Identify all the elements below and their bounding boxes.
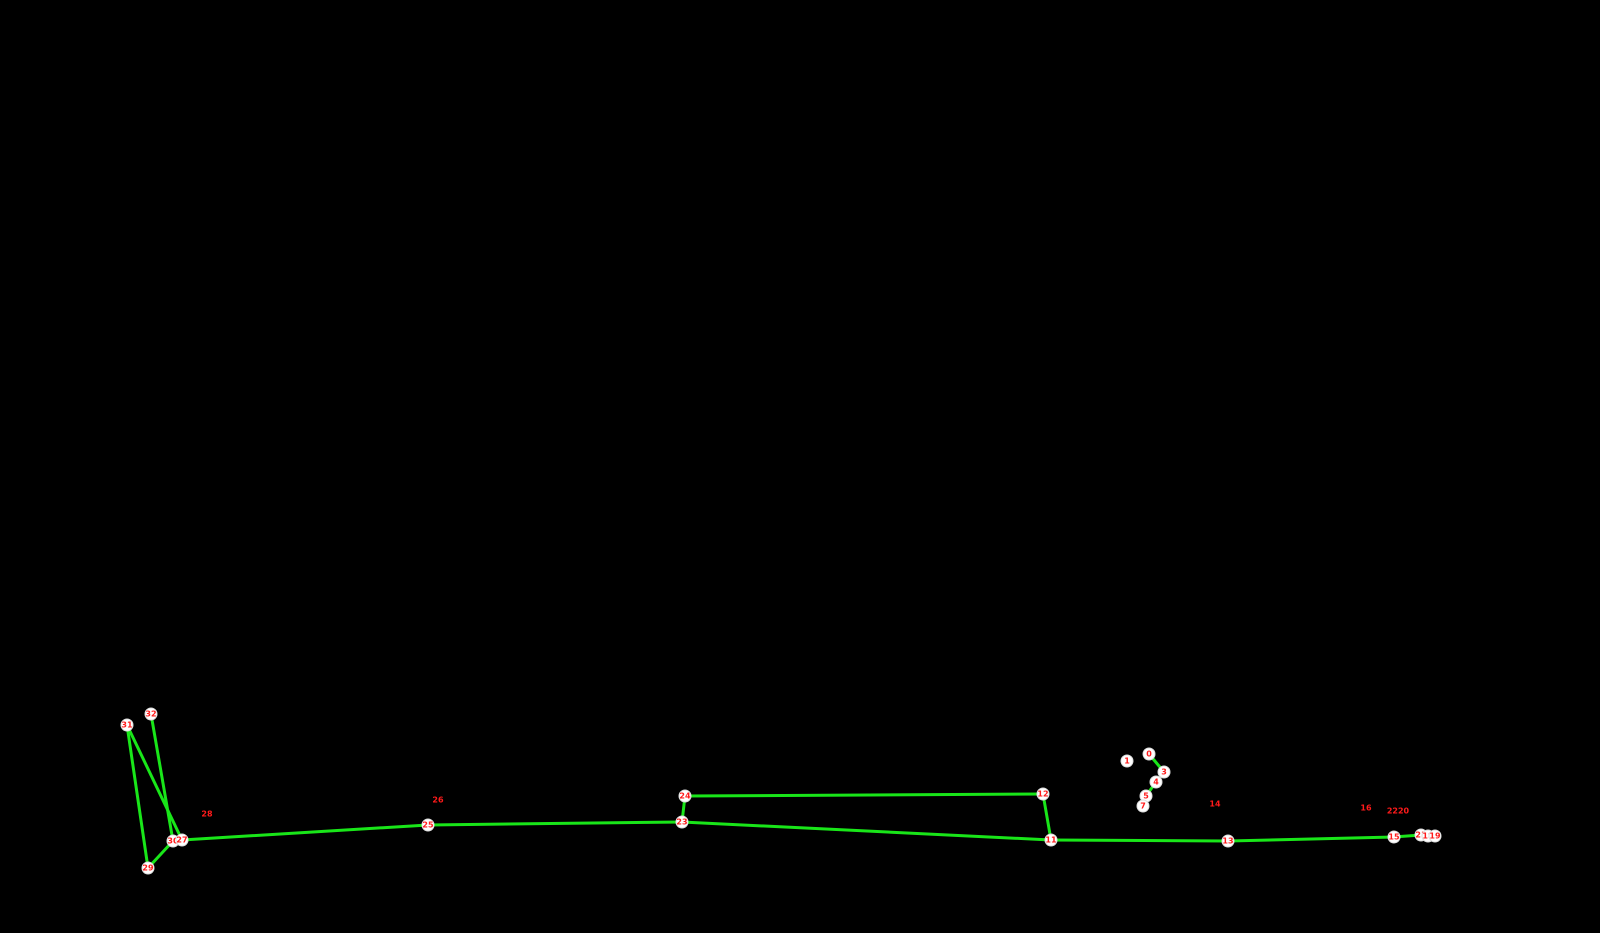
free-label-28: 28 (201, 810, 213, 819)
graph-node-23: 23 (675, 815, 689, 829)
node-marker (1136, 799, 1150, 813)
node-label: 24 (679, 792, 691, 801)
node-label: 32 (145, 710, 156, 719)
free-label-layer: 28 26 14 16 2220 (201, 796, 1409, 819)
edge-n31-n29 (125, 723, 150, 870)
node-label: 25 (422, 821, 434, 830)
graph-node-0: 0 (1142, 747, 1156, 761)
node-marker (1036, 787, 1050, 801)
node-marker (421, 818, 435, 832)
free-label-2220: 2220 (1387, 807, 1410, 816)
node-label: 19 (1429, 832, 1441, 841)
node-marker (1120, 754, 1134, 768)
node-label: 0 (1146, 750, 1152, 759)
edge-layer (125, 712, 1437, 870)
graph-node-27: 27 (175, 833, 189, 847)
edge-n27-n25 (180, 823, 430, 842)
node-label: 21 (1415, 831, 1427, 840)
edge-n13-n15 (1226, 835, 1396, 843)
node-label: 18 (1422, 832, 1434, 841)
graph-node-1: 1 (1120, 754, 1134, 768)
graph-node-3: 3 (1157, 765, 1171, 779)
edge-n32-n30 (149, 712, 175, 843)
node-marker (1142, 747, 1156, 761)
node-label: 7 (1140, 802, 1146, 811)
node-marker (675, 815, 689, 829)
node-marker (175, 833, 189, 847)
graph-node-11: 11 (1044, 833, 1058, 847)
node-marker (1221, 834, 1235, 848)
node-marker (1044, 833, 1058, 847)
graph-node-32: 32 (144, 707, 158, 721)
node-marker (1149, 775, 1163, 789)
edge-n23-n11 (680, 820, 1053, 842)
node-label: 13 (1222, 837, 1233, 846)
free-label-26: 26 (432, 796, 444, 805)
node-label: 23 (676, 818, 687, 827)
graph-node-4: 4 (1149, 775, 1163, 789)
node-label: 1 (1124, 757, 1130, 766)
free-label-16: 16 (1360, 804, 1372, 813)
graph-node-7: 7 (1136, 799, 1150, 813)
free-label-14: 14 (1209, 800, 1221, 809)
node-marker (1428, 829, 1442, 843)
node-label: 11 (1045, 836, 1057, 845)
node-label: 30 (167, 837, 179, 846)
edge-n11-n13 (1049, 838, 1230, 843)
node-label: 15 (1388, 833, 1400, 842)
node-marker (1387, 830, 1401, 844)
node-label: 31 (121, 721, 133, 730)
edge-n25-n23 (426, 820, 684, 827)
node-marker (144, 707, 158, 721)
edge-n12-n11 (1041, 792, 1053, 842)
node-marker (141, 861, 155, 875)
node-label: 4 (1153, 778, 1159, 787)
graph-node-12: 12 (1036, 787, 1050, 801)
graph-node-25: 25 (421, 818, 435, 832)
node-label: 5 (1143, 792, 1149, 801)
node-label: 3 (1161, 768, 1167, 777)
node-label: 12 (1037, 790, 1048, 799)
node-label: 27 (176, 836, 187, 845)
graph-node-24: 24 (678, 789, 692, 803)
node-marker (678, 789, 692, 803)
graph-node-13: 13 (1221, 834, 1235, 848)
graph-node-31: 31 (120, 718, 134, 732)
edge-n31-n27 (125, 723, 184, 842)
graph-node-29: 29 (141, 861, 155, 875)
graph-node-19: 19 (1428, 829, 1442, 843)
edge-n24-n12 (683, 792, 1045, 798)
node-label: 29 (142, 864, 154, 873)
node-marker (120, 718, 134, 732)
graph-node-15: 15 (1387, 830, 1401, 844)
node-marker (1157, 765, 1171, 779)
